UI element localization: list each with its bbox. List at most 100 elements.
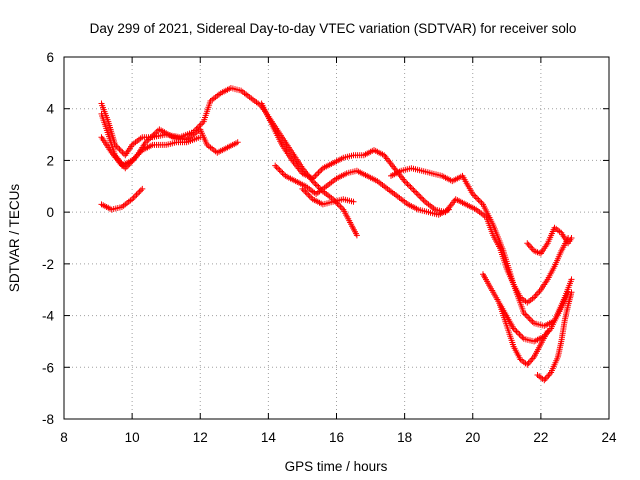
y-tick-label: -6 [42,360,54,375]
data-point [234,139,241,146]
data-point [312,181,319,188]
series-track-f [272,162,452,218]
data-point [420,197,427,204]
data-point [519,334,526,341]
data-point [408,185,415,192]
data-point [148,133,155,140]
data-point [353,232,360,239]
data-point [411,188,418,195]
data-point [117,147,124,154]
x-tick-label: 12 [193,430,208,445]
x-tick-label: 24 [601,430,617,445]
data-point [115,144,121,151]
data-point [416,192,423,199]
data-point [404,181,411,188]
series-track-l [524,224,575,257]
series-track-d [98,185,146,213]
data-point [417,194,424,201]
series-track-e [258,100,572,306]
y-tick-label: -8 [42,412,54,427]
x-tick-label: 8 [60,430,68,445]
data-point [317,168,323,175]
data-point [132,193,138,200]
data-point [526,315,533,322]
data-point [528,244,535,251]
series-track-k [534,289,575,384]
data-point [528,317,535,324]
data-point [407,184,414,190]
data-point [472,194,479,200]
y-tick-label: -2 [42,257,54,272]
data-point [196,123,203,130]
data-point [414,191,421,198]
series-track-g [299,185,357,208]
data-point [139,185,146,192]
series-track-a [98,85,360,239]
data-point [475,197,482,203]
data-point [272,162,279,169]
data-point [523,312,530,319]
y-tick-label: 0 [46,205,54,220]
x-tick-label: 20 [465,430,480,445]
data-point [279,170,286,176]
data-point [119,149,126,156]
data-point [515,329,521,336]
data-point [309,175,316,182]
data-point [275,165,282,172]
y-tick-label: 2 [46,153,54,168]
data-point [568,276,575,283]
data-point [445,206,452,213]
data-point [406,182,412,189]
y-axis-label: SDTVAR / TECUs [7,184,22,293]
x-axis-label: GPS time / hours [285,459,388,474]
data-point [144,137,151,144]
data-point [513,328,520,335]
data-point [568,289,575,296]
data-point [314,182,320,189]
series-track-c [98,134,204,169]
data-point [306,193,313,200]
data-point [305,191,312,198]
data-point [136,188,143,195]
y-tick-label: 4 [46,102,54,117]
data-point [403,179,410,186]
data-point [413,189,420,196]
data-point [419,195,426,202]
x-tick-label: 16 [329,430,344,445]
data-point [524,240,531,247]
data-point [133,191,140,198]
data-point [116,146,123,153]
data-point [276,167,283,173]
data-point [544,328,551,335]
data-point [525,314,532,321]
x-tick-label: 10 [125,430,140,445]
data-point [311,179,318,186]
data-point [314,171,320,178]
series-track-j [497,302,551,368]
data-point [315,169,322,176]
plot-frame [63,56,610,420]
x-tick-label: 14 [261,430,277,445]
data-point [278,168,284,175]
data-point [135,190,141,197]
data-point [350,198,357,205]
data-point [517,332,524,339]
data-point [410,187,417,193]
data-point [197,134,204,141]
data-point [137,187,144,194]
data-point [474,195,481,202]
data-point [516,331,523,338]
y-tick-label: -4 [42,309,54,324]
data-point [568,235,575,241]
x-tick-label: 18 [397,430,412,445]
y-tick-label: 6 [46,50,54,65]
data-point [337,203,344,210]
chart-title: Day 299 of 2021, Sidereal Day-to-day VTE… [90,21,577,36]
x-tick-label: 22 [533,430,548,445]
data-point [130,194,137,201]
data-point [477,198,483,205]
data-point [273,164,280,171]
data-points [98,85,575,384]
